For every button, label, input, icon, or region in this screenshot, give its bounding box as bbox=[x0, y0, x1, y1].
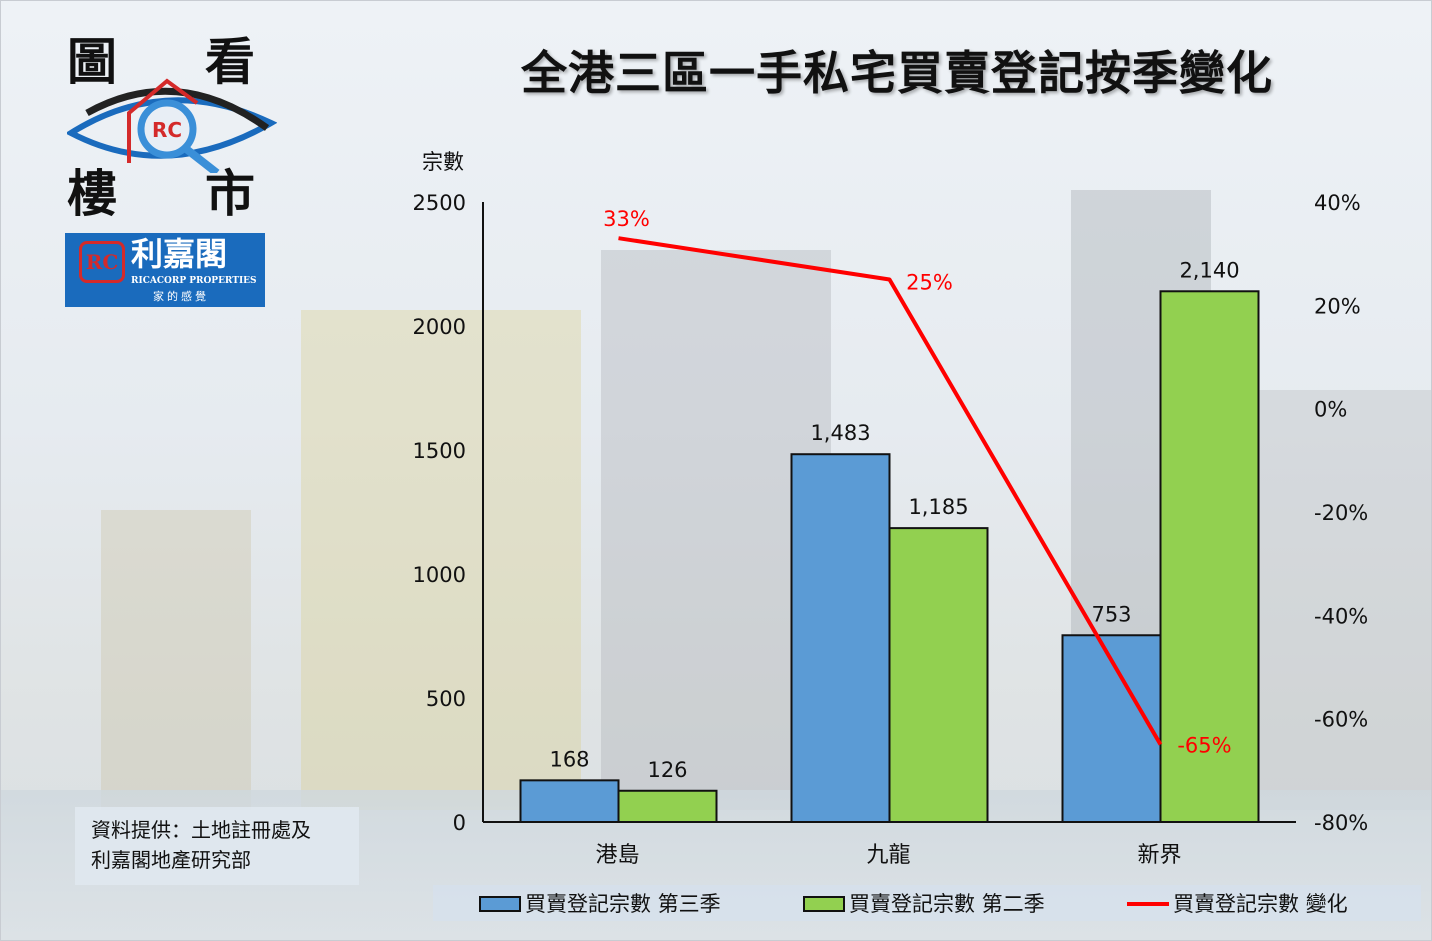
x-tick-label: 九龍 bbox=[866, 843, 910, 868]
data-label: 1,483 bbox=[810, 421, 870, 445]
bar bbox=[1061, 634, 1162, 823]
y2-tick-label: -20% bbox=[1314, 501, 1368, 525]
bar bbox=[1159, 290, 1260, 823]
logo-char: 看 bbox=[205, 32, 255, 91]
data-label: 753 bbox=[1091, 602, 1131, 626]
legend-item: 買賣登記宗數 第二季 bbox=[803, 891, 1045, 917]
bar bbox=[790, 453, 891, 823]
x-tick-label: 新界 bbox=[1137, 843, 1181, 868]
background-building bbox=[101, 510, 251, 810]
y-tick-label: 1500 bbox=[413, 439, 466, 463]
y-tick-label: 0 bbox=[453, 811, 466, 835]
y-tick-label: 2000 bbox=[413, 315, 466, 339]
data-label: 2,140 bbox=[1179, 258, 1239, 282]
brand-tagline: 家的感覺 bbox=[153, 290, 209, 303]
source-line: 資料提供：土地註冊處及 bbox=[91, 818, 311, 842]
y2-tick-label: -40% bbox=[1314, 604, 1368, 628]
y-axis-label: 宗數 bbox=[422, 150, 464, 174]
line-data-label: 25% bbox=[906, 271, 953, 295]
legend-swatch bbox=[803, 896, 845, 912]
logo-char: 市 bbox=[205, 164, 255, 223]
change-line bbox=[618, 236, 1163, 746]
y2-tick-label: -60% bbox=[1314, 708, 1368, 732]
data-label: 1,185 bbox=[908, 495, 968, 519]
y2-tick-label: -80% bbox=[1314, 811, 1368, 835]
chart-title: 全港三區一手私宅買賣登記按季變化 bbox=[521, 46, 1273, 100]
y2-tick-label: 0% bbox=[1314, 398, 1347, 422]
data-label: 168 bbox=[549, 747, 589, 771]
source-line: 利嘉閣地產研究部 bbox=[91, 848, 251, 872]
legend-label: 買賣登記宗數 第三季 bbox=[525, 892, 721, 916]
background-building bbox=[301, 310, 581, 810]
data-label: 126 bbox=[647, 758, 687, 782]
x-tick-label: 港島 bbox=[595, 843, 639, 868]
eye-magnifier-icon: RC bbox=[67, 78, 277, 173]
legend: 買賣登記宗數 第三季 買賣登記宗數 第二季 買賣登記宗數 變化 bbox=[433, 885, 1421, 921]
legend-label: 買賣登記宗數 第二季 bbox=[849, 892, 1045, 916]
legend-label: 買賣登記宗數 變化 bbox=[1173, 892, 1348, 916]
logo-char: 圖 bbox=[67, 32, 117, 91]
y-tick-label: 1000 bbox=[413, 563, 466, 587]
bar bbox=[519, 779, 620, 823]
y-tick-label: 500 bbox=[426, 687, 466, 711]
background-building bbox=[1251, 390, 1431, 810]
brand-english: RICACORP PROPERTIES bbox=[131, 276, 257, 286]
svg-text:RC: RC bbox=[152, 118, 182, 142]
bar bbox=[617, 789, 718, 824]
line-data-label: 33% bbox=[603, 207, 650, 231]
y2-tick-label: 20% bbox=[1314, 294, 1361, 318]
brand-name: 利嘉閣 bbox=[131, 235, 228, 273]
bar bbox=[888, 527, 989, 823]
source-note: 資料提供：土地註冊處及 利嘉閣地產研究部 bbox=[75, 807, 359, 885]
legend-item: 買賣登記宗數 第三季 bbox=[479, 891, 721, 917]
brand-logo: RC 利嘉閣 RICACORP PROPERTIES 家的感覺 bbox=[65, 233, 265, 307]
line-data-label: -65% bbox=[1177, 734, 1231, 758]
legend-line bbox=[1127, 902, 1169, 906]
y2-tick-label: 40% bbox=[1314, 191, 1361, 215]
brand-mark: RC bbox=[79, 241, 125, 283]
legend-item: 買賣登記宗數 變化 bbox=[1127, 891, 1348, 917]
legend-swatch bbox=[479, 896, 521, 912]
y-tick-label: 2500 bbox=[413, 191, 466, 215]
logo-char: 樓 bbox=[67, 164, 117, 223]
